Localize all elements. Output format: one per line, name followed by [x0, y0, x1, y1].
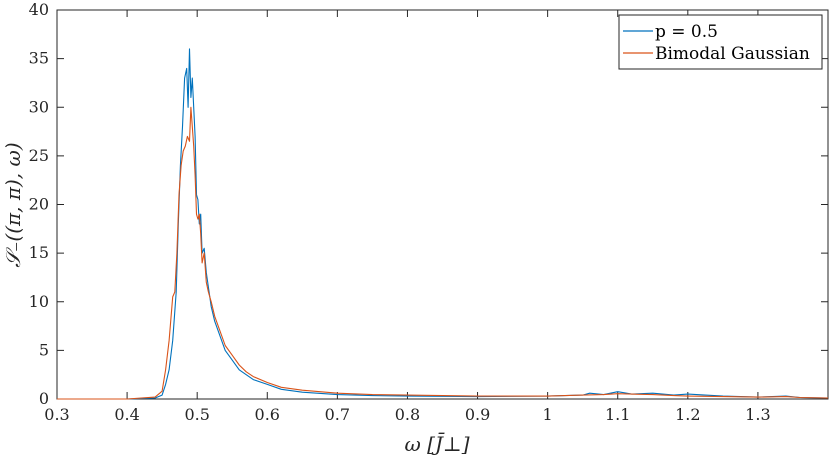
legend-box	[618, 14, 823, 70]
x-tick-label: 0.4	[114, 405, 139, 424]
x-tick-label: 0.7	[325, 405, 350, 424]
legend-label: p = 0.5	[655, 22, 718, 42]
series-line-bimodal-gaussian	[57, 106, 829, 400]
x-tick-label: 1.2	[675, 405, 700, 424]
y-tick-label: 25	[29, 146, 49, 165]
x-tick-label: 1.3	[745, 405, 770, 424]
y-tick-label: 40	[29, 0, 49, 19]
y-tick-label: 15	[29, 243, 49, 262]
y-tick-label: 0	[39, 389, 49, 408]
y-tick-label: 30	[29, 97, 49, 116]
series-group	[57, 48, 829, 400]
x-tick-label: 0.8	[395, 405, 420, 424]
x-tick-label: 0.5	[184, 405, 209, 424]
x-tick-label: 0.6	[255, 405, 280, 424]
x-tick-label: 0.9	[465, 405, 490, 424]
y-tick-label: 20	[29, 195, 49, 214]
x-tick-label: 1	[543, 405, 553, 424]
y-tick-label: 5	[39, 340, 49, 359]
y-tick-label: 10	[29, 292, 49, 311]
y-tick-label: 35	[29, 49, 49, 68]
axes: 0.3 0.4 0.5 0.6 0.7 0.8 0.9 1 1.1 1.2 1.3 0 5 10 15 20 2…	[29, 0, 829, 424]
x-axis-label: ω [J̄⊥]	[404, 431, 469, 456]
y-axis-label: 𝒮₋((π, π), ω)	[1, 142, 25, 267]
legend-label: Bimodal Gaussian	[655, 44, 810, 64]
x-tick-label: 1.1	[605, 405, 630, 424]
series-line-p05	[57, 48, 829, 400]
x-tick-label: 0.3	[44, 405, 69, 424]
